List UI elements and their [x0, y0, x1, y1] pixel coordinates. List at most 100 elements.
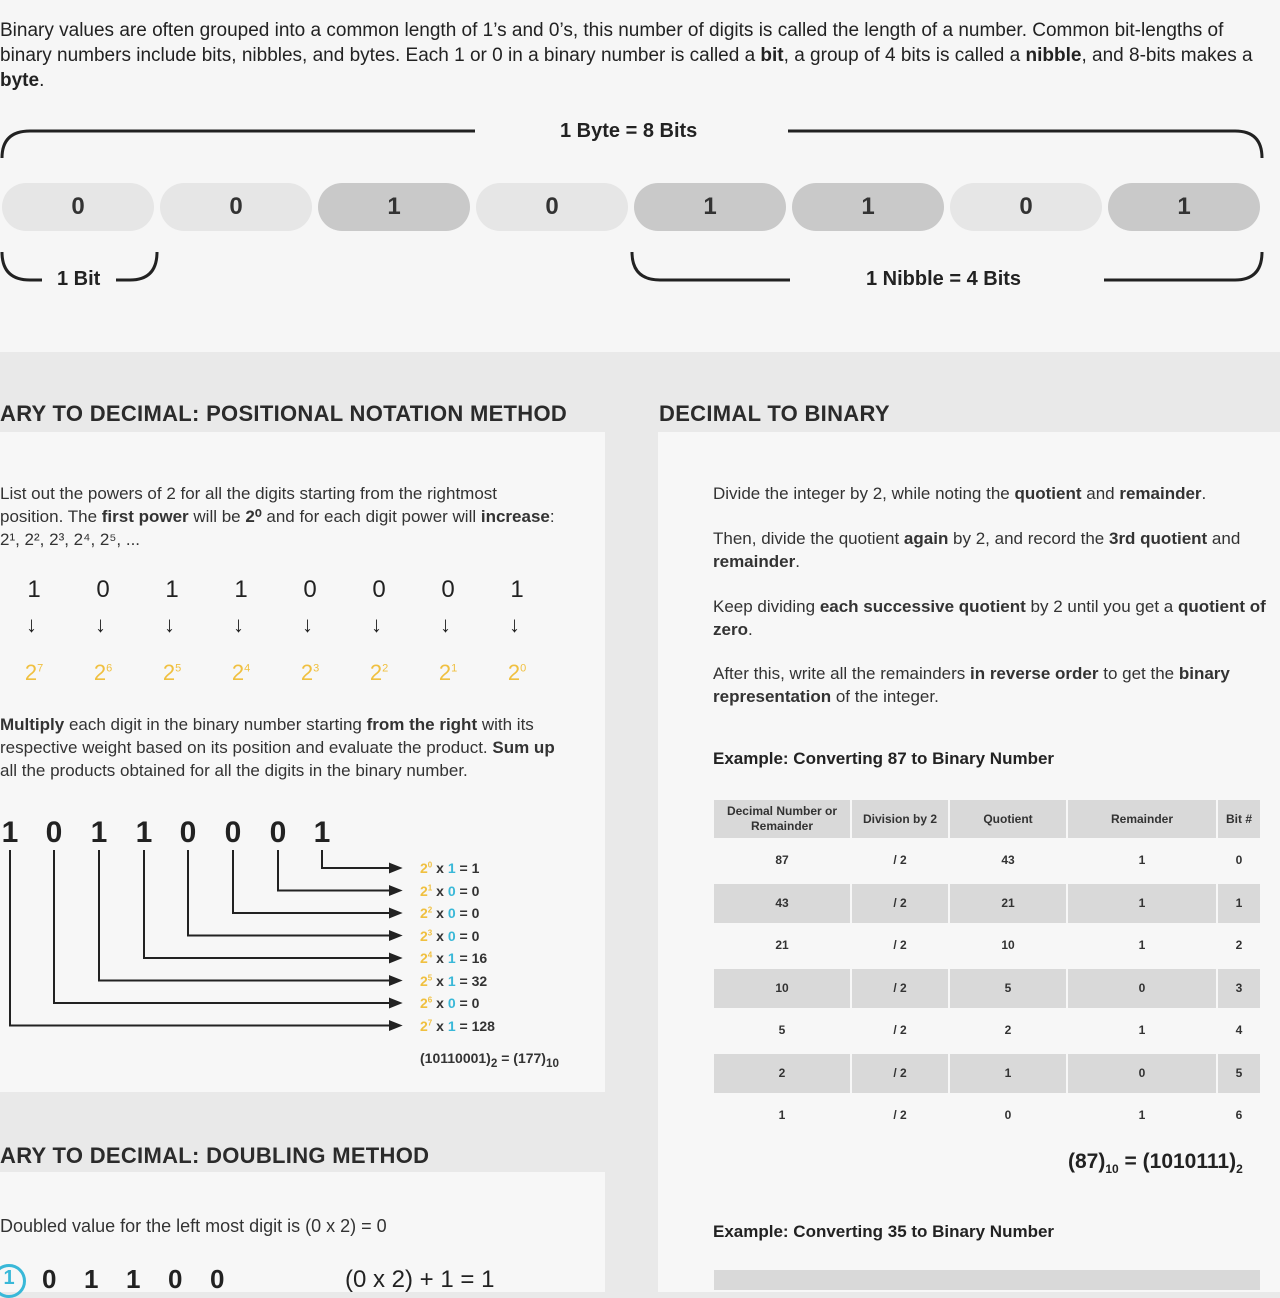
arrow-head: [389, 862, 403, 874]
byte-section: [0, 0, 1280, 352]
table-cell: 10: [714, 968, 850, 1008]
nibble-label: 1 Nibble = 4 Bits: [866, 268, 1022, 290]
table-cell: 1: [1138, 853, 1146, 867]
arrow-head: [389, 930, 403, 941]
positional-title: ARY TO DECIMAL: POSITIONAL NOTATION METH…: [0, 401, 568, 426]
table-cell: / 2: [893, 938, 907, 952]
product-line: 20 x 1 = 1: [420, 860, 480, 876]
arrow-head: [389, 975, 403, 986]
power-of-two: 25: [162, 660, 182, 685]
d2b-panel: [658, 432, 1280, 1292]
down-arrow-icon: ↓: [440, 612, 451, 637]
table-cell: 1: [1138, 938, 1146, 952]
weight-line: [53, 850, 392, 1004]
byte-label: 1 Byte = 8 Bits: [560, 120, 698, 142]
table-cell: / 2: [893, 1108, 907, 1122]
table-cell: / 2: [852, 883, 948, 923]
table-cell: 0: [1068, 1053, 1216, 1093]
product-line: 22 x 0 = 0: [420, 905, 480, 921]
bit-label: 1 Bit: [57, 268, 101, 290]
table2-header: [714, 1270, 1260, 1290]
down-arrow-icon: ↓: [233, 612, 244, 637]
table-cell: 1: [1138, 1023, 1146, 1037]
d2b-step: After this, write all the remainders in …: [713, 664, 1230, 706]
table-cell: / 2: [893, 1023, 907, 1037]
binary-digit-large: 0: [269, 816, 287, 849]
binary-digit-large: 1: [313, 816, 331, 849]
power-of-two: 22: [369, 660, 389, 685]
table-cell: 6: [1235, 1108, 1243, 1122]
table-header: Bit #: [1218, 800, 1260, 838]
table-cell: 0: [1004, 1108, 1012, 1122]
table-cell: 5: [778, 1023, 786, 1037]
binary-digit: 0: [303, 576, 317, 603]
table-cell: 21: [950, 883, 1066, 923]
table-cell: 1: [950, 1053, 1066, 1093]
arrow-head: [389, 1020, 403, 1031]
table-cell: 43: [1001, 853, 1015, 867]
product-line: 21 x 0 = 0: [420, 882, 480, 899]
bit-pill: 1: [792, 183, 944, 231]
weight-line: [9, 850, 392, 1027]
down-arrow-icon: ↓: [95, 612, 106, 637]
binary-digit-large: 1: [135, 816, 153, 849]
down-arrow-icon: ↓: [164, 612, 175, 637]
table-cell: 87: [775, 853, 789, 867]
bit-pill: 1: [318, 183, 470, 231]
d2b-step: Divide the integer by 2, while noting th…: [713, 484, 1207, 503]
table-cell: 4: [1235, 1023, 1243, 1037]
down-arrow-icon: ↓: [371, 612, 382, 637]
weight-line: [232, 850, 392, 914]
example1-title: Example: Converting 87 to Binary Number: [713, 749, 1055, 768]
table-header: Quotient: [950, 800, 1066, 838]
table-cell: 21: [775, 938, 789, 952]
d2b-title: DECIMAL TO BINARY: [659, 401, 890, 426]
power-of-two: 21: [438, 660, 458, 685]
doubling-expression: (0 x 2) + 1 = 1: [345, 1266, 495, 1293]
arrow-head: [389, 952, 403, 964]
table-cell: 1: [1068, 883, 1216, 923]
bit-pill: 0: [160, 183, 312, 231]
arrow-head: [389, 907, 403, 919]
power-of-two: 20: [507, 660, 527, 685]
product-line: 24 x 1 = 16: [420, 950, 488, 966]
d2b-result: (87)10 = (1010111)2: [1068, 1150, 1243, 1177]
positional-panel: [0, 432, 605, 1092]
example2-title: Example: Converting 35 to Binary Number: [713, 1222, 1055, 1241]
bit-pill: 1: [1108, 183, 1260, 231]
bit-pill: 1: [634, 183, 786, 231]
arrow-head: [389, 885, 403, 896]
binary-digit: 0: [96, 576, 110, 603]
doubling-title: ARY TO DECIMAL: DOUBLING METHOD: [0, 1143, 430, 1168]
table-cell: 1: [1218, 883, 1260, 923]
table-cell: / 2: [893, 853, 907, 867]
down-arrow-icon: ↓: [26, 612, 37, 637]
table-header: Division by 2: [852, 800, 948, 838]
bracket-lines: [0, 129, 1264, 282]
binary-digit: 0: [441, 576, 455, 603]
binary-digit-large: 0: [224, 816, 242, 849]
table-cell: 1: [1138, 1108, 1146, 1122]
table-cell: 2: [1235, 938, 1243, 952]
d2b-step: Then, divide the quotient again by 2, an…: [713, 529, 1241, 571]
table-cell: 2: [714, 1053, 850, 1093]
positional-step2: Multiply each digit in the binary number…: [0, 715, 555, 780]
weight-line: [98, 850, 392, 982]
positional-step1: List out the powers of 2 for all the dig…: [0, 484, 555, 549]
binary-digit: 1: [27, 576, 41, 603]
table-cell: 2: [1004, 1023, 1012, 1037]
weight-line: [143, 850, 392, 959]
weight-line: [321, 850, 392, 869]
table-cell: 10: [1001, 938, 1015, 952]
binary-digit: 1: [234, 576, 248, 603]
bit-pill: 0: [476, 183, 628, 231]
d2b-step: Keep dividing each successive quotient b…: [713, 597, 1266, 639]
product-line: 27 x 1 = 128: [420, 1017, 495, 1034]
binary-digit-large: 1: [1, 816, 19, 849]
arrow-head: [389, 997, 403, 1009]
binary-digit-large: 1: [90, 816, 108, 849]
product-line: 25 x 1 = 32: [420, 972, 488, 989]
binary-digit: 1: [510, 576, 524, 603]
product-line: 23 x 0 = 0: [420, 927, 480, 944]
table-cell: 1: [778, 1108, 786, 1122]
